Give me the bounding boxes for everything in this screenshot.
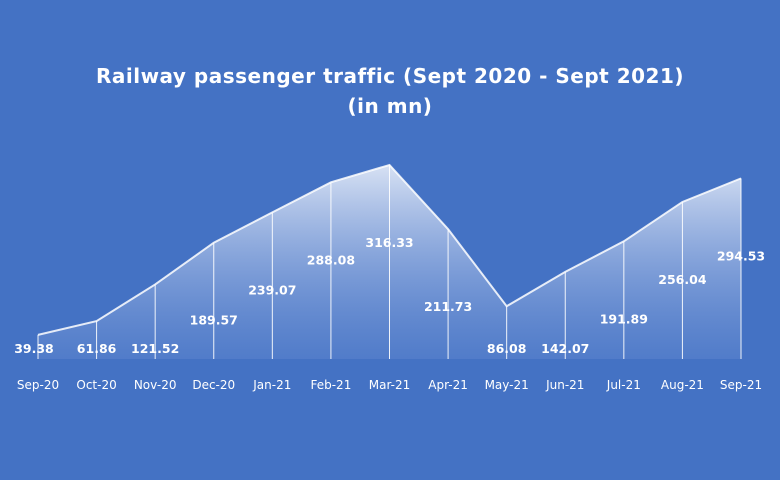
data-label: 288.08 [307, 252, 355, 267]
data-label: 39.38 [14, 341, 54, 356]
data-label: 191.89 [600, 311, 648, 326]
data-label: 86.08 [487, 341, 527, 356]
chart-subtitle: (in mn) [347, 94, 433, 118]
x-tick-label: May-21 [485, 378, 529, 392]
data-label: 316.33 [365, 235, 413, 250]
data-label: 142.07 [541, 341, 589, 356]
chart-title: Railway passenger traffic (Sept 2020 - S… [95, 64, 685, 88]
x-tick-label: Jul-21 [606, 378, 641, 392]
data-label: 121.52 [131, 341, 179, 356]
x-tick-label: Nov-20 [134, 378, 177, 392]
data-label: 294.53 [717, 248, 765, 263]
x-tick-label: Sep-21 [720, 378, 762, 392]
x-tick-label: Apr-21 [428, 378, 468, 392]
x-tick-label: Jan-21 [252, 378, 291, 392]
x-tick-label: Oct-20 [76, 378, 116, 392]
series-line [37, 163, 742, 336]
x-tick-label: Aug-21 [661, 378, 704, 392]
data-label: 61.86 [77, 341, 117, 356]
x-tick-label: Sep-20 [17, 378, 59, 392]
data-label: 256.04 [658, 272, 707, 287]
x-tick-label: Feb-21 [310, 378, 351, 392]
data-label: 189.57 [190, 313, 238, 328]
data-label: 239.07 [248, 282, 296, 297]
x-tick-label: Mar-21 [369, 378, 410, 392]
x-tick-label: Dec-20 [192, 378, 235, 392]
x-tick-label: Jun-21 [545, 378, 584, 392]
data-label: 211.73 [424, 299, 472, 314]
